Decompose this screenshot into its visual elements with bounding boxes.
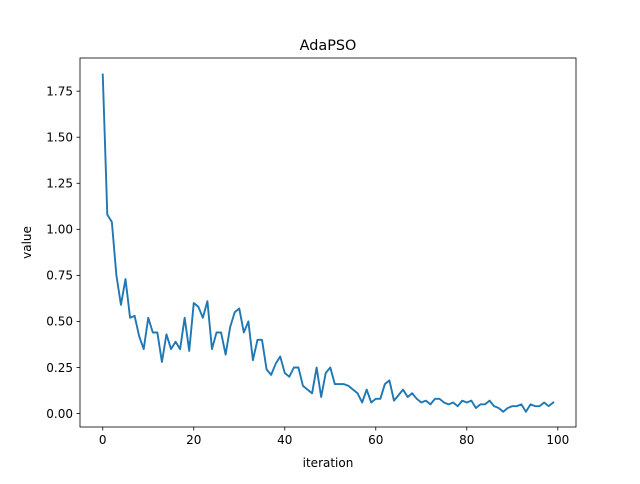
y-tick-label: 0.25: [46, 361, 73, 375]
x-tick-label: 100: [546, 433, 569, 447]
plot-area-frame: [79, 57, 577, 428]
y-tick-label: 1.25: [46, 177, 73, 191]
x-axis: 0 20 40 60 80 100: [99, 427, 569, 447]
y-tick-label: 1.75: [46, 84, 73, 98]
x-axis-label: iteration: [303, 456, 354, 470]
x-tick-label: 40: [277, 433, 292, 447]
y-tick-label: 0.00: [46, 407, 73, 421]
x-tick-label: 60: [368, 433, 383, 447]
y-tick-label: 0.50: [46, 315, 73, 329]
x-tick-label: 20: [186, 433, 201, 447]
y-tick-label: 1.50: [46, 131, 73, 145]
y-tick-label: 0.75: [46, 269, 73, 283]
y-axis: 0.00 0.25 0.50 0.75 1.00 1.25 1.50 1.75: [46, 84, 80, 421]
series-line: [101, 73, 555, 413]
x-tick-label: 0: [99, 433, 107, 447]
chart-title: AdaPSO: [300, 38, 357, 54]
y-tick-label: 1.00: [46, 223, 73, 237]
y-axis-label: value: [20, 226, 34, 259]
x-tick-label: 80: [459, 433, 474, 447]
